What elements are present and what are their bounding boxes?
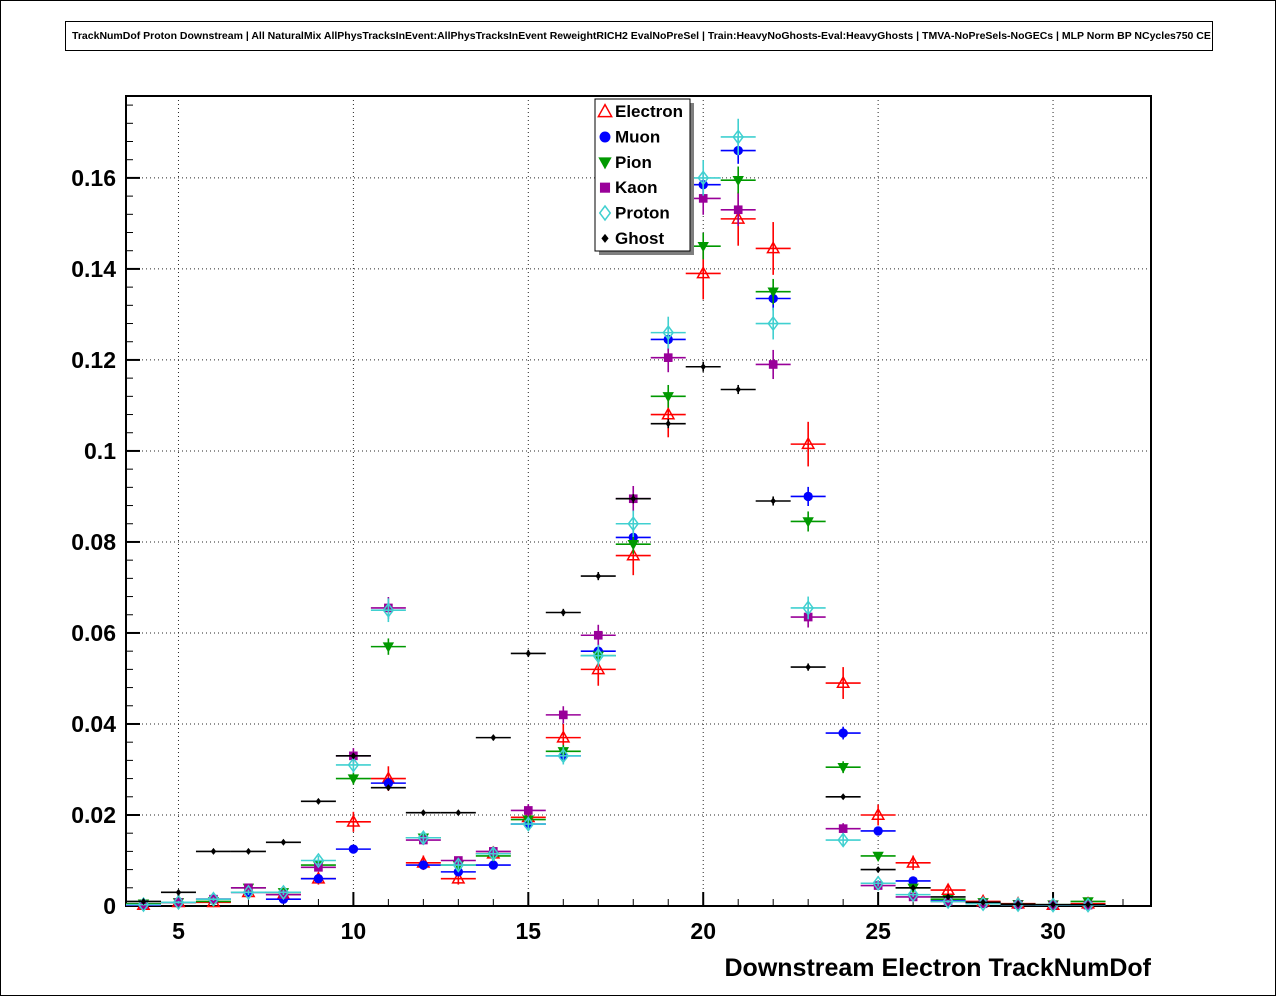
y-tick-label: 0	[103, 893, 116, 919]
y-tick-label: 0.14	[71, 256, 116, 282]
plot-frame	[125, 95, 1152, 907]
legend-label: Electron	[615, 102, 683, 121]
plot-title-pave: TrackNumDof Proton Downstream | All Natu…	[65, 21, 1213, 51]
x-tick-label: 10	[341, 918, 367, 944]
axis-tick-labels: 0 0.02 0.04 0.06 0.08 0.1 0.12 0.14 0.16 5 10 15 20 2…	[71, 165, 1066, 944]
legend-entry-muon: Muon	[599, 128, 660, 147]
legend-entry-kaon: Kaon	[599, 178, 658, 197]
x-tick-label: 30	[1040, 918, 1066, 944]
legend-label: Pion	[615, 153, 652, 172]
legend: Electron Muon Pion Kaon Proton Ghost	[594, 98, 694, 255]
legend-label: Kaon	[615, 178, 658, 197]
x-tick-label: 25	[865, 918, 891, 944]
legend-entry-pion: Pion	[598, 153, 652, 172]
y-tick-label: 0.02	[71, 802, 116, 828]
x-axis-title: Downstream Electron TrackNumDof	[725, 954, 1152, 982]
y-tick-label: 0.08	[71, 529, 116, 555]
series-ghost	[126, 361, 1106, 909]
legend-label: Ghost	[615, 229, 664, 248]
x-tick-label: 20	[690, 918, 716, 944]
y-tick-label: 0.16	[71, 165, 116, 191]
legend-label: Muon	[615, 128, 660, 147]
legend-box	[594, 98, 691, 252]
plot-title: TrackNumDof Proton Downstream | All Natu…	[72, 30, 1212, 42]
x-tick-label: 15	[516, 918, 542, 944]
legend-label: Proton	[615, 204, 670, 223]
y-tick-label: 0.04	[71, 711, 116, 737]
legend-entry-ghost: Ghost	[601, 229, 664, 248]
x-tick-label: 5	[172, 918, 185, 944]
y-tick-label: 0.06	[71, 620, 116, 646]
y-tick-label: 0.1	[84, 438, 116, 464]
legend-entry-proton: Proton	[598, 204, 670, 223]
legend-entry-electron: Electron	[597, 102, 683, 121]
y-tick-label: 0.12	[71, 347, 116, 373]
